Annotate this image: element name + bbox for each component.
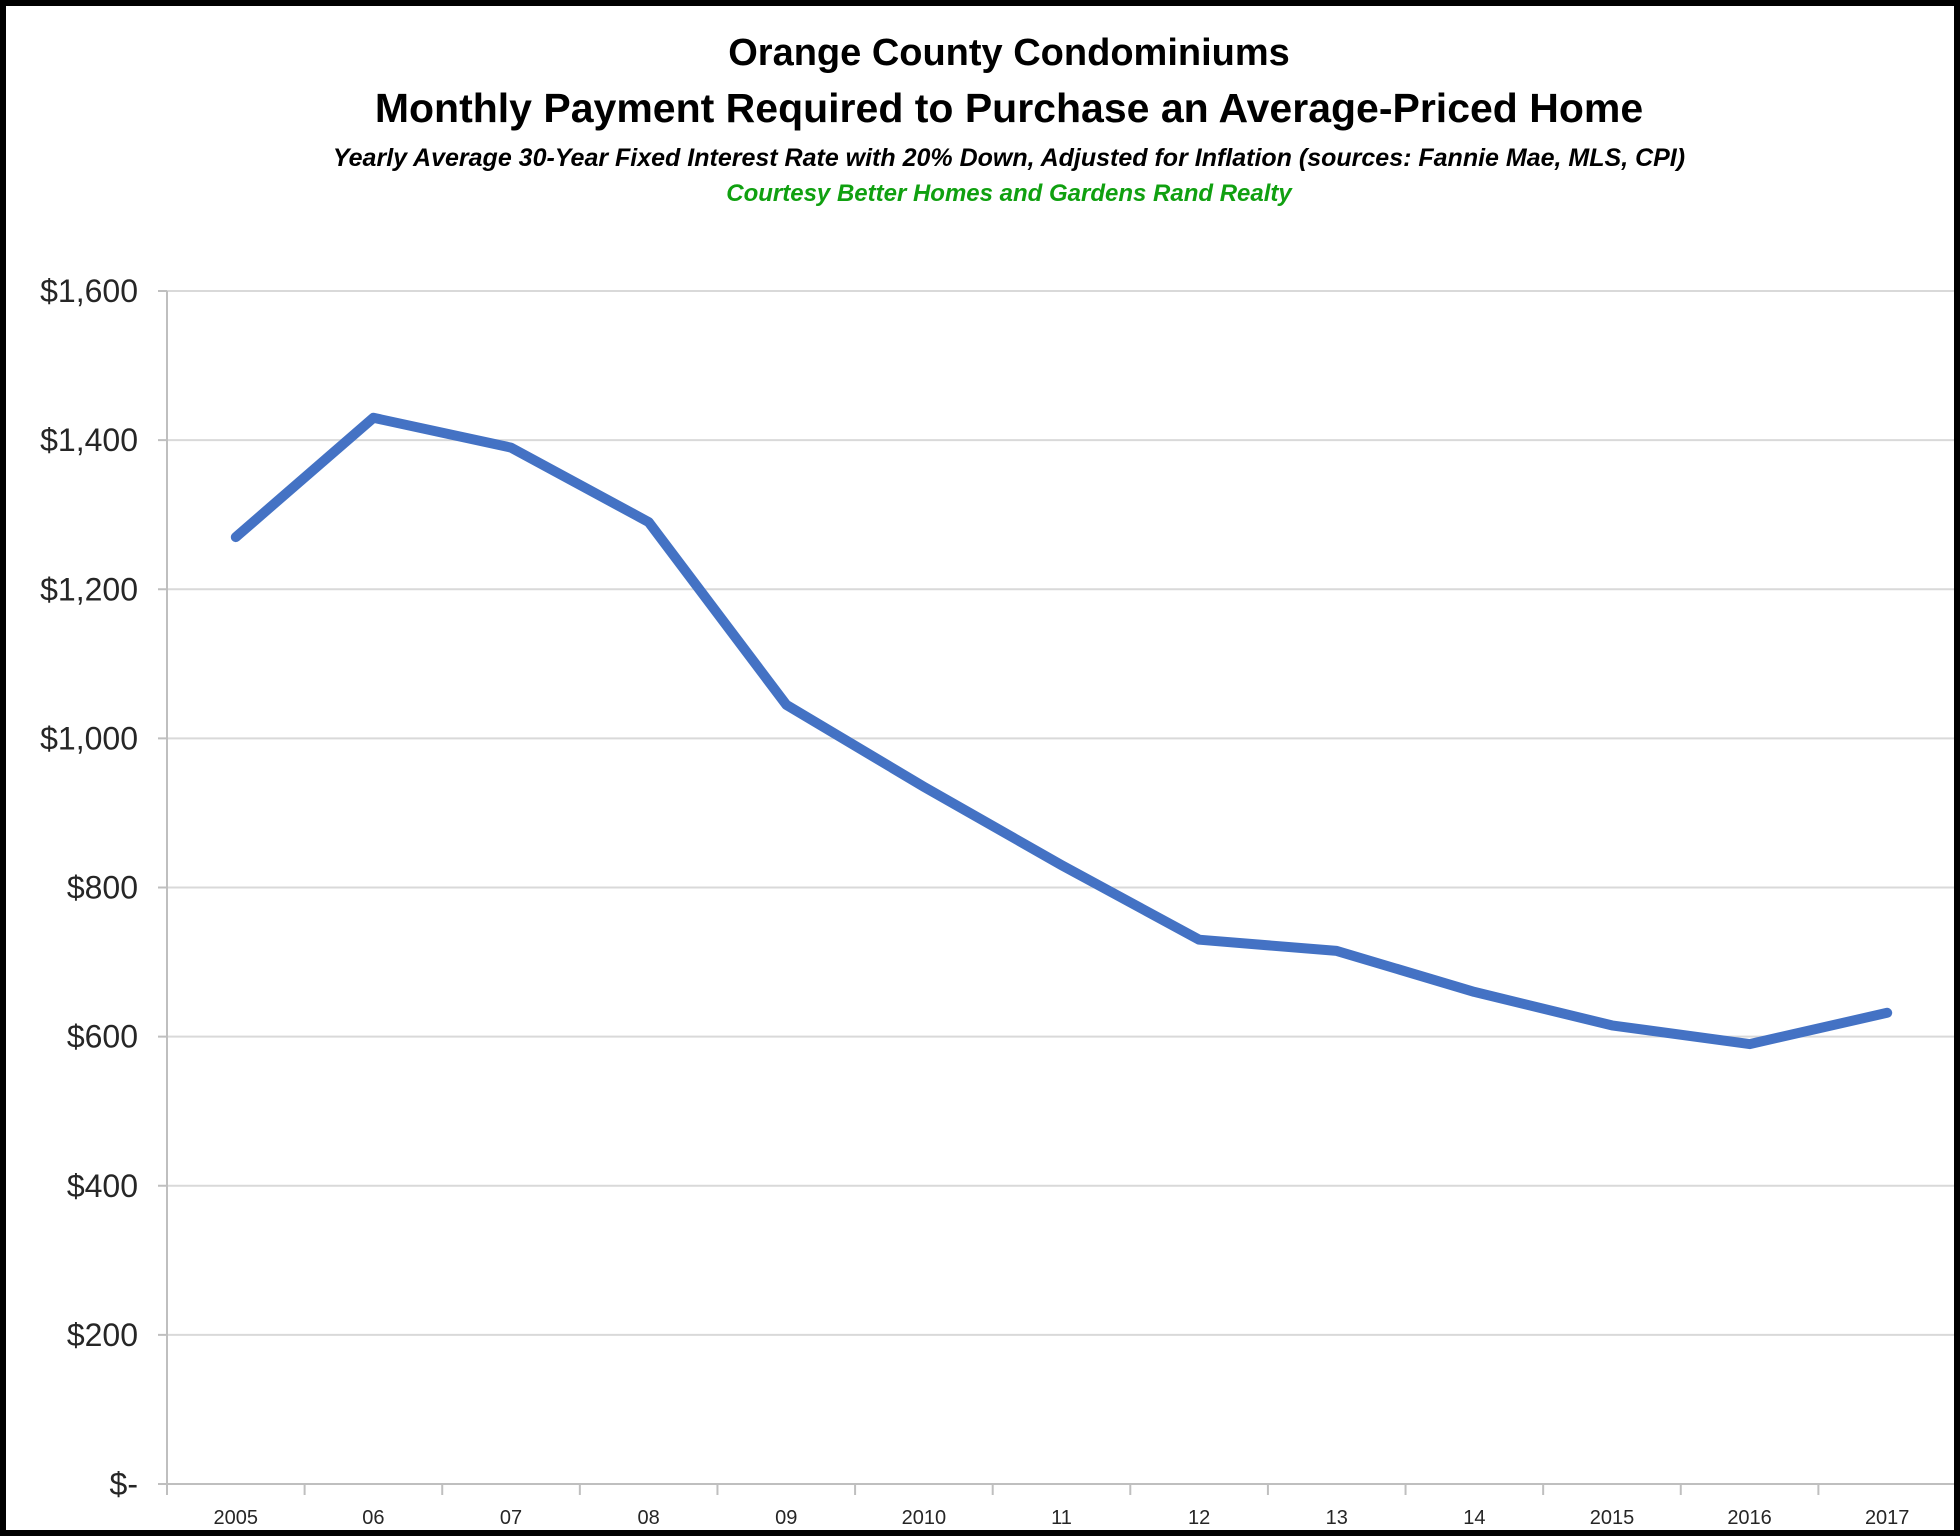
y-axis-label: $400: [67, 1168, 138, 1204]
y-axis-label: $1,000: [40, 720, 138, 756]
x-axis-label: 07: [500, 1507, 522, 1529]
y-axis-label: $-: [110, 1466, 138, 1502]
y-axis-label: $600: [67, 1019, 138, 1055]
y-axis-label: $200: [67, 1317, 138, 1353]
data-line-monthly-payment: [230, 412, 1893, 1050]
y-axis-label: $1,600: [40, 273, 138, 309]
x-axis-label: 2016: [1727, 1507, 1772, 1529]
chart-title-line2: Monthly Payment Required to Purchase an …: [374, 85, 1644, 131]
chart-subtitle: Yearly Average 30-Year Fixed Interest Ra…: [332, 144, 1686, 172]
chart-title-line1: Orange County Condominiums: [728, 32, 1290, 74]
chart-header: Orange County Condominiums Monthly Payme…: [52, 32, 1954, 208]
x-axis-label: 13: [1326, 1507, 1348, 1529]
chart-courtesy-line: Courtesy Better Homes and Gardens Rand R…: [726, 180, 1292, 207]
x-axis-label: 06: [362, 1507, 384, 1529]
x-axis-label: 2015: [1590, 1507, 1635, 1529]
y-axis-label: $800: [67, 870, 138, 906]
x-axis-label: 2017: [1865, 1507, 1910, 1529]
x-axis-label: 11: [1051, 1507, 1072, 1529]
y-axis-label: $1,200: [40, 571, 138, 607]
x-axis-label: 08: [638, 1507, 660, 1529]
line-chart-plot: $- $200 $400 $600 $800 $1,000 $1,200 $1,400 $1,6…: [40, 273, 1954, 1529]
x-axis-label: 2005: [214, 1507, 259, 1529]
x-axis-label: 09: [775, 1507, 797, 1529]
x-axis-label: 2010: [902, 1507, 947, 1529]
x-axis-label: 12: [1188, 1507, 1210, 1529]
y-axis-label: $1,400: [40, 422, 138, 458]
x-axis-label: 14: [1463, 1507, 1485, 1529]
